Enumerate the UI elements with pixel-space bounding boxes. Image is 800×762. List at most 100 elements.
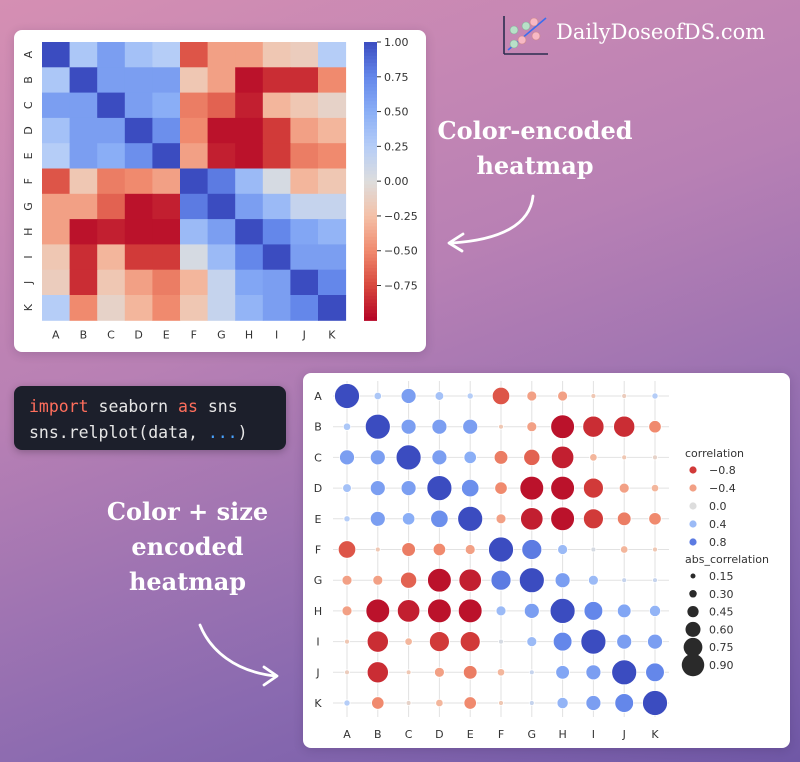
bubble-C-E xyxy=(463,450,477,465)
bubble-K-C xyxy=(405,700,412,706)
bubble-B-G xyxy=(526,421,538,433)
bubble-F-H xyxy=(557,544,569,555)
heatmap-cell-K-I xyxy=(262,295,291,321)
x-tick-label: K xyxy=(328,328,336,341)
heatmap-cell-E-K xyxy=(318,143,347,169)
heatmap-cell-C-F xyxy=(180,92,209,119)
bubble-G-A xyxy=(341,574,353,586)
heatmap-cell-I-C xyxy=(97,244,126,271)
colorbar-segment xyxy=(364,132,377,137)
legend-color-label: 0.0 xyxy=(709,500,727,513)
x-tick-label: B xyxy=(374,728,382,741)
x-tick-label: I xyxy=(592,728,595,741)
colorbar-segment xyxy=(364,313,377,318)
y-tick-label: J xyxy=(315,666,319,679)
heatmap-cell-J-F xyxy=(180,269,209,296)
bubble-I-J xyxy=(616,633,633,650)
bubble-B-C xyxy=(400,418,417,435)
colorbar-segment xyxy=(364,236,377,241)
heatmap-cell-K-J xyxy=(290,295,319,321)
heatmap-cell-K-B xyxy=(69,295,98,321)
bubble-C-C xyxy=(395,444,422,471)
bubble-E-G xyxy=(520,507,544,531)
heatmap-cell-B-D xyxy=(124,67,153,94)
caption-bottom-line1: Color + size xyxy=(106,497,269,526)
y-tick-label: I xyxy=(316,636,319,649)
heatmap-cell-G-C xyxy=(97,193,126,220)
bubble-K-F xyxy=(498,700,504,706)
heatmap-cell-K-F xyxy=(180,295,209,321)
heatmap-cell-A-H xyxy=(235,42,264,68)
legend-size-label: 0.15 xyxy=(709,570,734,583)
bubble-D-E xyxy=(461,478,480,498)
code-keyword-as: as xyxy=(178,397,198,416)
bubble-D-F xyxy=(494,481,508,495)
heatmap-cell-A-I xyxy=(262,42,291,68)
bubble-B-A xyxy=(342,422,352,431)
x-tick-label: H xyxy=(558,728,566,741)
heatmap-cell-J-J xyxy=(290,269,319,296)
colorbar-segment xyxy=(364,222,377,227)
heatmap-cell-F-A xyxy=(42,168,71,195)
heatmap-cell-E-G xyxy=(207,143,236,169)
colorbar-segment xyxy=(364,69,377,74)
bubble-A-A xyxy=(334,383,360,409)
code-snippet: import seaborn as sns sns.relplot(data, … xyxy=(14,386,286,450)
heatmap-cell-I-I xyxy=(262,244,291,271)
colorbar-segment xyxy=(364,45,377,50)
bubble-F-F xyxy=(488,536,514,563)
colorbar-segment xyxy=(364,250,377,255)
heatmap-cell-H-E xyxy=(152,219,181,245)
bubble-H-D xyxy=(427,598,452,624)
bubble-F-B xyxy=(374,546,381,553)
colorbar-segment xyxy=(364,268,377,273)
caption-top-line2: heatmap xyxy=(476,151,594,180)
heatmap-cell-A-C xyxy=(97,42,126,68)
x-tick-label: F xyxy=(191,328,197,341)
bubble-K-H xyxy=(556,696,569,710)
heatmap-cell-D-K xyxy=(318,117,347,144)
x-tick-label: C xyxy=(107,328,115,341)
heatmap-cell-I-H xyxy=(235,244,264,271)
bubble-G-C xyxy=(400,571,418,589)
colorbar-segment xyxy=(364,306,377,311)
bubble-H-J xyxy=(616,603,632,619)
x-tick-label: B xyxy=(80,328,88,341)
y-tick-label: A xyxy=(22,50,35,58)
heatmap-cell-E-F xyxy=(180,143,209,169)
x-tick-label: E xyxy=(467,728,474,741)
bubble-G-G xyxy=(518,567,545,594)
code-text: ) xyxy=(237,423,248,442)
colorbar-segment xyxy=(364,254,377,259)
heatmap-cell-G-A xyxy=(42,193,71,220)
bubble-A-I xyxy=(590,393,597,399)
heatmap-cell-I-A xyxy=(42,244,71,271)
colorbar-segment xyxy=(364,264,377,269)
bubble-B-H xyxy=(550,414,575,439)
bubble-H-G xyxy=(523,602,540,619)
colorbar-segment xyxy=(364,48,377,54)
colorbar-segment xyxy=(364,240,377,245)
heatmap-cell-K-G xyxy=(207,295,236,321)
y-tick-label: I xyxy=(22,255,35,258)
heatmap-cell-C-E xyxy=(152,92,181,119)
code-text: sns.relplot(data, xyxy=(29,423,208,442)
bubble-D-J xyxy=(618,482,630,494)
bubble-G-D xyxy=(427,567,452,593)
caption-top: Color-encoded heatmap xyxy=(425,113,645,183)
colorbar-segment xyxy=(364,55,377,60)
heatmap-cell-J-D xyxy=(124,269,153,296)
heatmap-cell-I-K xyxy=(318,244,347,271)
colorbar-segment xyxy=(364,42,377,47)
bubble-G-F xyxy=(490,569,512,591)
bubble-K-K xyxy=(642,690,668,716)
heatmap-cell-F-C xyxy=(97,168,126,195)
bubble-G-B xyxy=(372,574,384,586)
colorbar-segment xyxy=(364,208,377,214)
heatmap-cell-B-E xyxy=(152,67,181,94)
x-tick-label: D xyxy=(435,728,443,741)
colorbar-segment xyxy=(364,275,377,280)
y-tick-label: A xyxy=(314,390,322,403)
heatmap-cell-B-K xyxy=(318,67,347,94)
